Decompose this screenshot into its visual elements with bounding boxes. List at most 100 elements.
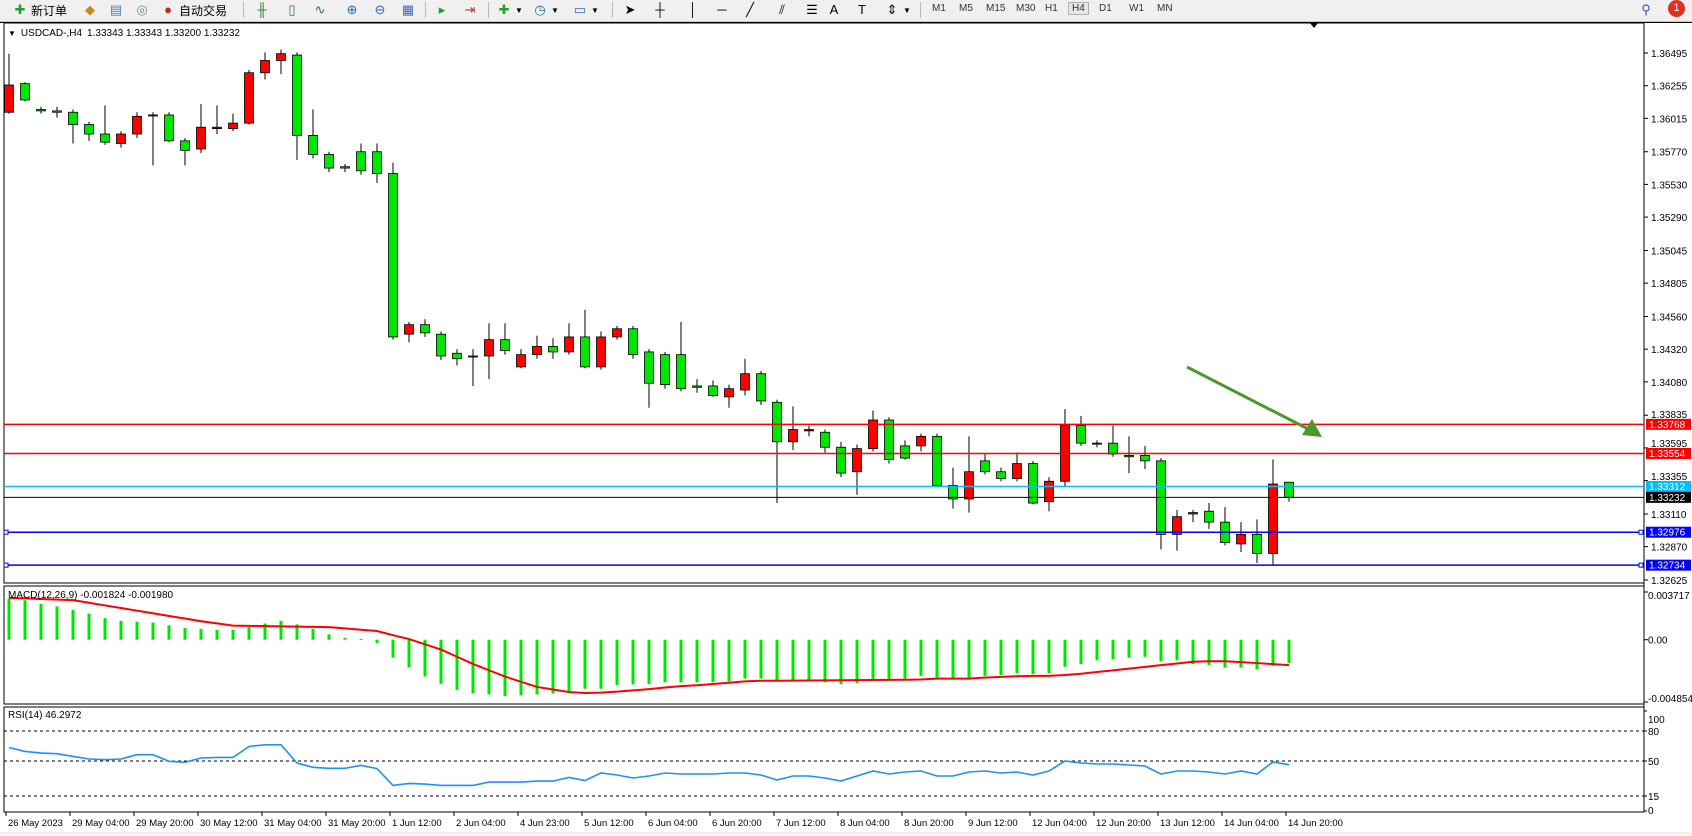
arrows-icon: ⇕	[886, 2, 898, 17]
macd-histogram-bar	[695, 639, 699, 683]
bullish-candle	[260, 60, 270, 74]
timeframe-m15[interactable]: M15	[986, 3, 1006, 14]
price-tick-label: 1.35290	[1651, 213, 1688, 224]
price-tick-label: 1.35045	[1651, 246, 1688, 257]
price-badge	[1646, 491, 1691, 503]
bullish-candle	[196, 126, 206, 150]
macd-histogram-bar	[23, 600, 27, 640]
fibonacci-button[interactable]: ☰	[804, 1, 820, 19]
line-handle	[1638, 562, 1644, 568]
chart-header: ▼ USDCAD-,H4 1.33343 1.33343 1.33200 1.3…	[8, 28, 240, 39]
bullish-candle	[964, 471, 974, 500]
bearish-candle	[660, 354, 670, 385]
equidistant-channel-button[interactable]: ⫽	[774, 1, 790, 19]
macd-histogram-bar	[1175, 639, 1179, 661]
auto-scroll-button[interactable]: ▸	[434, 1, 450, 19]
price-badge	[1646, 559, 1691, 571]
macd-histogram-bar	[967, 639, 971, 678]
bearish-candle	[580, 336, 590, 368]
candlestick-button[interactable]: ▯	[284, 1, 300, 19]
notification-badge[interactable]: 1	[1668, 0, 1685, 17]
trendline-button[interactable]: ╱	[742, 1, 758, 19]
bearish-candle	[164, 114, 174, 142]
history-button[interactable]: ◆	[82, 1, 98, 19]
timeframe-m1[interactable]: M1	[932, 3, 946, 14]
text-label-button[interactable]: T	[854, 1, 870, 19]
bullish-candle	[1012, 463, 1022, 479]
bearish-candle	[948, 484, 958, 500]
timeframe-m5[interactable]: M5	[959, 3, 973, 14]
auto-trade-button[interactable]: ● 自动交易	[160, 1, 227, 19]
timeframe-mn[interactable]: MN	[1157, 3, 1173, 14]
macd-histogram-bar	[1191, 639, 1195, 665]
collapse-icon[interactable]: ▼	[8, 29, 16, 38]
bullish-candle	[1172, 516, 1182, 535]
macd-histogram-bar	[711, 639, 715, 683]
notification-count: 1	[1673, 2, 1680, 14]
search-button[interactable]: ⚲	[1638, 1, 1654, 19]
fibonacci-icon: ☰	[806, 2, 818, 17]
bullish-candle	[564, 336, 574, 353]
bearish-candle	[836, 446, 846, 474]
price-tick-label: 1.33355	[1651, 472, 1688, 483]
timeframe-d1[interactable]: D1	[1099, 3, 1112, 14]
indicators-icon: ✚	[498, 2, 510, 17]
text-button[interactable]: A	[826, 1, 842, 19]
bullish-candle	[228, 122, 238, 129]
macd-histogram-bar	[919, 639, 923, 676]
macd-histogram-bar	[679, 639, 683, 683]
bearish-candle	[1284, 481, 1294, 498]
signals-button[interactable]: ◎	[134, 1, 150, 19]
price-tick-label: 1.36255	[1651, 82, 1688, 93]
tile-windows-icon: ▦	[401, 2, 415, 17]
cursor-icon: ➤	[624, 2, 636, 17]
bearish-candle	[1124, 454, 1134, 458]
time-tick-label: 7 Jun 12:00	[776, 818, 826, 829]
indicators-button[interactable]: ✚ ▼	[496, 1, 523, 19]
macd-histogram-bar	[1111, 639, 1115, 660]
macd-histogram-bar	[727, 639, 731, 682]
horizontal-line-button[interactable]: ─	[714, 1, 730, 19]
rsi-tick-label: 15	[1648, 792, 1660, 803]
rsi-panel	[3, 706, 1645, 813]
periods-button[interactable]: ◷ ▼	[532, 1, 559, 19]
macd-histogram-bar	[1143, 639, 1147, 657]
chart-shift-button[interactable]: ⇥	[462, 1, 478, 19]
macd-histogram-bar	[503, 639, 507, 697]
bearish-candle	[1204, 510, 1214, 523]
vertical-line-button[interactable]: │	[685, 1, 701, 19]
arrows-button[interactable]: ⇕ ▼	[884, 1, 911, 19]
macd-histogram-bar	[1255, 639, 1259, 670]
line-chart-button[interactable]: ∿	[312, 1, 328, 19]
timeframe-m30[interactable]: M30	[1016, 3, 1036, 14]
toolbar: ✚ 新订单 ◆ ▤ ◎ ● 自动交易 ╫ ▯ ∿ ⊕ ⊖ ▦ ▸ ⇥ ✚ ▼ ◷ ▼ ▭…	[0, 0, 1692, 22]
zoom-out-button[interactable]: ⊖	[372, 1, 388, 19]
text-icon: A	[829, 2, 839, 17]
zoom-out-icon: ⊖	[374, 2, 386, 17]
templates-button[interactable]: ▭ ▼	[572, 1, 599, 19]
timeframe-w1[interactable]: W1	[1129, 3, 1144, 14]
bullish-candle	[468, 355, 478, 358]
time-tick-label: 31 May 04:00	[264, 818, 322, 829]
macd-histogram-bar	[455, 639, 459, 690]
rsi-tick-label: 0	[1648, 806, 1654, 817]
bullish-candle	[244, 72, 254, 124]
crosshair-button[interactable]: ┼	[652, 1, 668, 19]
dropdown-arrow-icon: ▼	[591, 5, 599, 15]
timeframe-h1[interactable]: H1	[1045, 3, 1058, 14]
timeframe-h4[interactable]: H4	[1068, 2, 1089, 15]
macd-histogram-bar	[1239, 639, 1243, 668]
macd-histogram-bar	[183, 628, 187, 640]
new-order-button[interactable]: ✚ 新订单	[12, 1, 67, 19]
time-tick-label: 9 Jun 12:00	[968, 818, 1018, 829]
bearish-candle	[180, 140, 190, 151]
bar-chart-button[interactable]: ╫	[254, 1, 270, 19]
candlestick-icon: ▯	[288, 2, 296, 17]
cursor-button[interactable]: ➤	[622, 1, 638, 19]
zoom-in-button[interactable]: ⊕	[344, 1, 360, 19]
macd-histogram-bar	[1223, 639, 1227, 668]
terminal-button[interactable]: ▤	[108, 1, 124, 19]
macd-histogram-bar	[1159, 639, 1163, 662]
tile-windows-button[interactable]: ▦	[400, 1, 416, 19]
